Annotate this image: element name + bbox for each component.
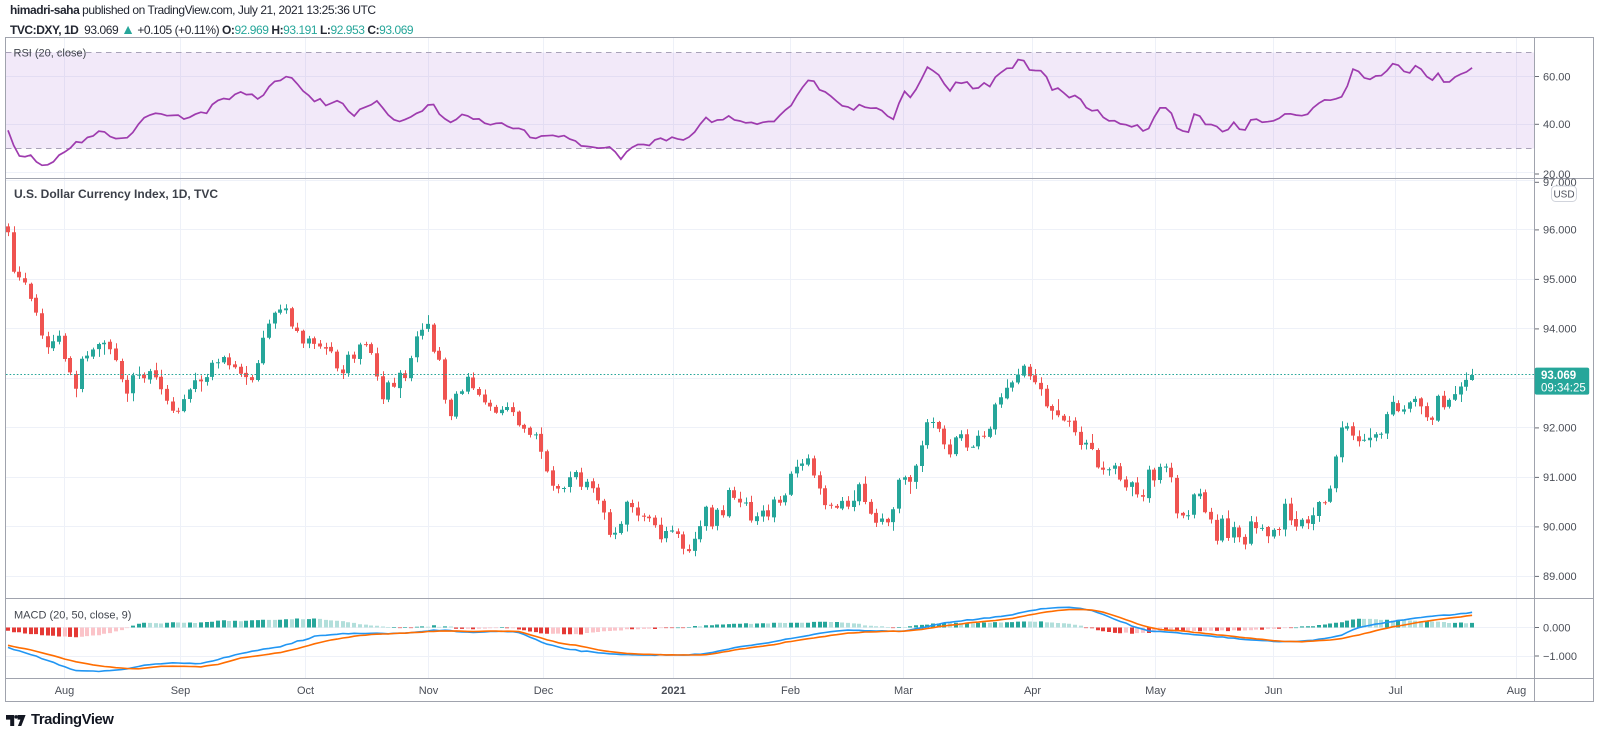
- svg-text:MACD (20, 50, close, 9): MACD (20, 50, close, 9): [14, 610, 131, 622]
- svg-text:May: May: [1145, 685, 1166, 697]
- svg-text:94.000: 94.000: [1543, 324, 1577, 336]
- svg-text:Aug: Aug: [55, 685, 75, 697]
- svg-text:2021: 2021: [661, 685, 685, 697]
- svg-text:Feb: Feb: [781, 685, 800, 697]
- svg-text:Oct: Oct: [297, 685, 314, 697]
- svg-text:Jun: Jun: [1265, 685, 1283, 697]
- svg-text:09:34:25: 09:34:25: [1541, 382, 1586, 394]
- svg-text:0.000: 0.000: [1543, 622, 1571, 634]
- svg-text:Aug: Aug: [1507, 685, 1527, 697]
- svg-text:−1.000: −1.000: [1543, 651, 1577, 663]
- svg-text:93.069: 93.069: [1541, 370, 1576, 382]
- svg-text:92.000: 92.000: [1543, 423, 1577, 435]
- svg-text:Dec: Dec: [534, 685, 554, 697]
- svg-text:Sep: Sep: [171, 685, 191, 697]
- svg-text:RSI (20, close): RSI (20, close): [14, 48, 87, 60]
- svg-text:Jul: Jul: [1388, 685, 1402, 697]
- svg-text:96.000: 96.000: [1543, 225, 1577, 237]
- svg-text:40.00: 40.00: [1543, 119, 1571, 131]
- svg-text:U.S. Dollar Currency Index, 1D: U.S. Dollar Currency Index, 1D, TVC: [14, 187, 218, 201]
- svg-text:89.000: 89.000: [1543, 571, 1577, 583]
- svg-text:Nov: Nov: [419, 685, 439, 697]
- svg-text:Mar: Mar: [894, 685, 913, 697]
- svg-text:60.00: 60.00: [1543, 71, 1571, 83]
- svg-text:USD: USD: [1553, 190, 1574, 201]
- svg-text:20.00: 20.00: [1543, 169, 1571, 181]
- svg-text:90.000: 90.000: [1543, 522, 1577, 534]
- svg-text:91.000: 91.000: [1543, 472, 1577, 484]
- svg-text:Apr: Apr: [1024, 685, 1041, 697]
- svg-text:95.000: 95.000: [1543, 274, 1577, 286]
